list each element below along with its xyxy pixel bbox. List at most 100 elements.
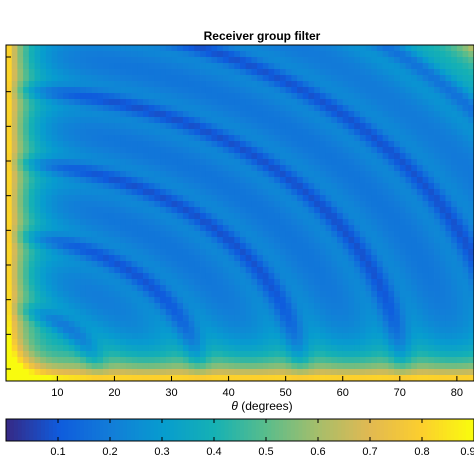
heatmap-cell — [302, 57, 309, 64]
heatmap-cell — [371, 291, 378, 298]
heatmap-cell — [314, 69, 321, 76]
heatmap-cell — [108, 315, 115, 322]
heatmap-cell — [354, 351, 361, 358]
heatmap-cell — [348, 339, 355, 346]
heatmap-cell — [211, 93, 218, 100]
heatmap-cell — [148, 69, 155, 76]
heatmap-cell — [251, 195, 258, 202]
heatmap-cell — [331, 45, 338, 52]
heatmap-cell — [165, 231, 172, 238]
heatmap-cell — [245, 363, 252, 370]
heatmap-cell — [80, 255, 87, 262]
heatmap-cell — [354, 267, 361, 274]
heatmap-cell — [211, 57, 218, 64]
heatmap-cell — [68, 105, 75, 112]
heatmap-cell — [11, 141, 18, 148]
heatmap-cell — [131, 177, 138, 184]
heatmap-cell — [240, 147, 247, 154]
heatmap-cell — [108, 123, 115, 130]
heatmap-cell — [376, 51, 384, 58]
heatmap-cell — [251, 63, 258, 70]
heatmap-cell — [285, 249, 292, 256]
heatmap-cell — [268, 159, 275, 166]
heatmap-cell — [325, 357, 332, 364]
heatmap-cell — [245, 63, 252, 70]
heatmap-cell — [468, 339, 474, 346]
heatmap-cell — [137, 303, 144, 310]
heatmap-cell — [17, 375, 24, 382]
heatmap-cell — [28, 219, 35, 226]
colorbar-segment — [411, 419, 416, 441]
heatmap-cell — [411, 165, 418, 172]
heatmap-cell — [160, 105, 167, 112]
heatmap-cell — [63, 147, 70, 154]
heatmap-cell — [297, 81, 304, 88]
heatmap-cell — [108, 141, 115, 148]
heatmap-cell — [342, 213, 349, 220]
heatmap-cell — [314, 327, 321, 334]
heatmap-cell — [51, 111, 58, 118]
heatmap-cell — [97, 129, 104, 136]
heatmap-cell — [125, 309, 132, 316]
heatmap-cell — [103, 81, 110, 88]
heatmap-cell — [394, 213, 401, 220]
heatmap-cell — [188, 321, 195, 328]
heatmap-cell — [45, 207, 53, 214]
heatmap-cell — [103, 255, 110, 262]
heatmap-cell — [354, 123, 361, 130]
heatmap-cell — [45, 261, 53, 268]
heatmap-cell — [314, 285, 321, 292]
heatmap-cell — [451, 273, 458, 280]
heatmap-cell — [354, 237, 361, 244]
heatmap-cell — [160, 321, 167, 328]
heatmap-cell — [11, 123, 18, 130]
colorbar-segment — [341, 419, 346, 441]
heatmap-cell — [194, 249, 201, 256]
heatmap-cell — [120, 315, 127, 322]
heatmap-cell — [411, 87, 418, 94]
colorbar-segment — [177, 419, 182, 441]
heatmap-cell — [34, 141, 41, 148]
heatmap-cell — [428, 123, 435, 130]
heatmap-cell — [154, 267, 161, 274]
heatmap-cell — [85, 69, 93, 76]
heatmap-cell — [171, 219, 178, 226]
heatmap-cell — [142, 231, 150, 238]
heatmap-cell — [211, 327, 218, 334]
heatmap-cell — [285, 375, 292, 382]
heatmap-cell — [382, 147, 389, 154]
heatmap-cell — [188, 105, 195, 112]
heatmap-cell — [114, 303, 121, 310]
heatmap-cell — [211, 303, 218, 310]
heatmap-cell — [63, 45, 70, 52]
heatmap-cell — [302, 309, 309, 316]
heatmap-cell — [217, 159, 224, 166]
heatmap-cell — [154, 303, 161, 310]
heatmap-cell — [142, 117, 150, 124]
heatmap-cell — [439, 177, 446, 184]
heatmap-cell — [302, 183, 309, 190]
heatmap-cell — [171, 135, 178, 142]
heatmap-cell — [211, 189, 218, 196]
heatmap-cell — [80, 231, 87, 238]
heatmap-cell — [302, 75, 309, 82]
heatmap-cell — [28, 321, 35, 328]
heatmap-cell — [103, 273, 110, 280]
heatmap-cell — [422, 297, 429, 304]
heatmap-cell — [245, 201, 252, 208]
heatmap-cell — [308, 75, 315, 82]
heatmap-cell — [456, 45, 463, 52]
heatmap-cell — [222, 291, 229, 298]
heatmap-cell — [120, 189, 127, 196]
heatmap-cell — [68, 327, 75, 334]
heatmap-cell — [171, 357, 178, 364]
heatmap-cell — [240, 345, 247, 352]
heatmap-cell — [171, 123, 178, 130]
heatmap-cell — [131, 333, 138, 340]
colorbar-segment — [372, 419, 377, 441]
heatmap-cell — [97, 351, 104, 358]
heatmap-cell — [217, 357, 224, 364]
heatmap-cell — [68, 249, 75, 256]
heatmap-cell — [222, 225, 229, 232]
heatmap-cell — [365, 273, 372, 280]
